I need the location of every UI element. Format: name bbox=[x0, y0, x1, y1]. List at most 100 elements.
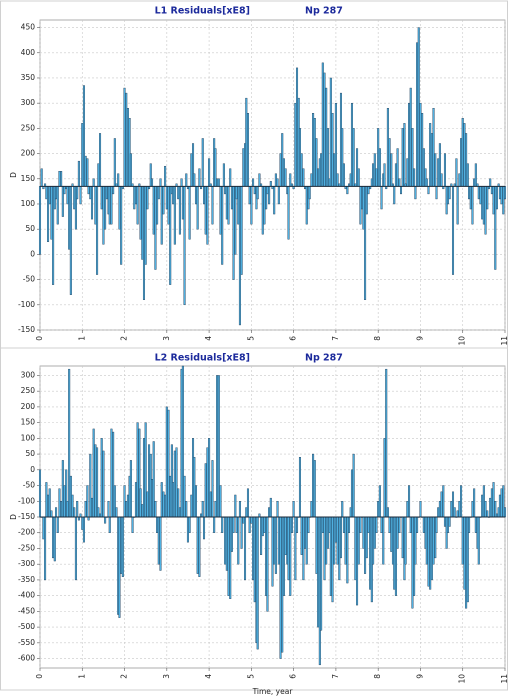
bar bbox=[100, 186, 103, 210]
y-tick-label: -50 bbox=[23, 275, 35, 284]
y-tick-label: 250 bbox=[21, 123, 36, 132]
bar bbox=[342, 163, 345, 187]
x-axis-label: Time, year bbox=[252, 687, 294, 696]
bar bbox=[60, 501, 63, 518]
x-tick-label: 3 bbox=[162, 336, 171, 341]
bar bbox=[89, 186, 92, 200]
bar bbox=[193, 457, 196, 518]
bar bbox=[364, 516, 367, 574]
bar bbox=[362, 516, 365, 549]
x-tick-label: 6 bbox=[289, 336, 298, 341]
bar bbox=[331, 113, 334, 187]
bar bbox=[469, 186, 472, 210]
bar bbox=[323, 72, 326, 187]
bar bbox=[237, 516, 240, 565]
bar bbox=[329, 516, 332, 596]
bar bbox=[181, 365, 184, 518]
bar bbox=[269, 181, 272, 187]
y-tick-label: -150 bbox=[18, 512, 35, 521]
bar bbox=[398, 516, 401, 533]
bar bbox=[281, 133, 284, 187]
bar bbox=[482, 186, 485, 225]
bar bbox=[120, 516, 123, 574]
bar bbox=[76, 186, 79, 200]
bar bbox=[198, 516, 201, 577]
bar bbox=[173, 186, 176, 245]
bar bbox=[494, 501, 497, 518]
bar bbox=[289, 173, 292, 187]
bar bbox=[204, 463, 207, 518]
bar bbox=[50, 186, 53, 240]
y-tick-label: -350 bbox=[18, 575, 35, 584]
y-tick-label: 150 bbox=[21, 174, 36, 183]
y-tick-label: 50 bbox=[25, 449, 35, 458]
bar bbox=[248, 186, 251, 205]
bar bbox=[362, 186, 365, 230]
bar bbox=[473, 488, 476, 518]
bar bbox=[268, 507, 271, 518]
bar bbox=[477, 516, 480, 565]
bar bbox=[338, 516, 341, 581]
bar bbox=[396, 148, 399, 187]
bar bbox=[38, 186, 42, 255]
bar bbox=[237, 186, 240, 225]
bar bbox=[408, 102, 411, 187]
bar bbox=[234, 494, 237, 518]
bar bbox=[235, 516, 238, 533]
bar bbox=[68, 368, 71, 518]
bar bbox=[73, 507, 76, 518]
bar bbox=[165, 186, 168, 210]
bar bbox=[152, 186, 155, 235]
bar bbox=[281, 516, 284, 653]
bar bbox=[388, 516, 391, 533]
bar bbox=[325, 516, 328, 565]
bar bbox=[66, 186, 69, 205]
bar bbox=[302, 168, 305, 187]
bar bbox=[94, 444, 97, 518]
bar bbox=[399, 186, 403, 195]
bar bbox=[151, 178, 154, 187]
bar bbox=[489, 497, 492, 518]
bar bbox=[336, 516, 339, 565]
bar bbox=[69, 186, 72, 295]
bar bbox=[489, 178, 492, 187]
bar bbox=[479, 186, 482, 205]
bar bbox=[390, 153, 393, 187]
x-tick-label: 11 bbox=[500, 336, 508, 346]
bar bbox=[406, 158, 409, 187]
bar bbox=[492, 186, 495, 215]
bar bbox=[364, 186, 367, 300]
bar bbox=[123, 485, 126, 518]
bar bbox=[204, 186, 207, 235]
bar bbox=[208, 158, 211, 187]
bar bbox=[334, 516, 337, 543]
x-tick-label: 7 bbox=[331, 674, 340, 679]
x-tick-label: 0 bbox=[35, 336, 44, 341]
bar bbox=[269, 497, 272, 518]
y-tick-label: 100 bbox=[21, 433, 36, 442]
bar bbox=[121, 516, 124, 577]
bar bbox=[146, 491, 149, 518]
bar bbox=[112, 186, 115, 195]
bar bbox=[383, 438, 386, 518]
bar bbox=[296, 516, 299, 533]
bar bbox=[401, 128, 404, 187]
bar bbox=[71, 494, 74, 518]
bar bbox=[224, 186, 227, 195]
bar bbox=[378, 148, 381, 187]
bar bbox=[38, 469, 42, 518]
bar bbox=[63, 485, 66, 518]
bar bbox=[440, 491, 443, 518]
bar bbox=[346, 186, 349, 195]
bar bbox=[129, 460, 132, 518]
bar bbox=[258, 173, 261, 187]
bar bbox=[165, 406, 168, 518]
bar bbox=[438, 501, 441, 518]
y-tick-label: 300 bbox=[21, 98, 36, 107]
bar bbox=[113, 485, 116, 518]
bar bbox=[172, 186, 175, 205]
bar bbox=[321, 62, 324, 187]
bar bbox=[419, 102, 422, 187]
bar bbox=[456, 186, 459, 225]
bar bbox=[312, 113, 315, 187]
